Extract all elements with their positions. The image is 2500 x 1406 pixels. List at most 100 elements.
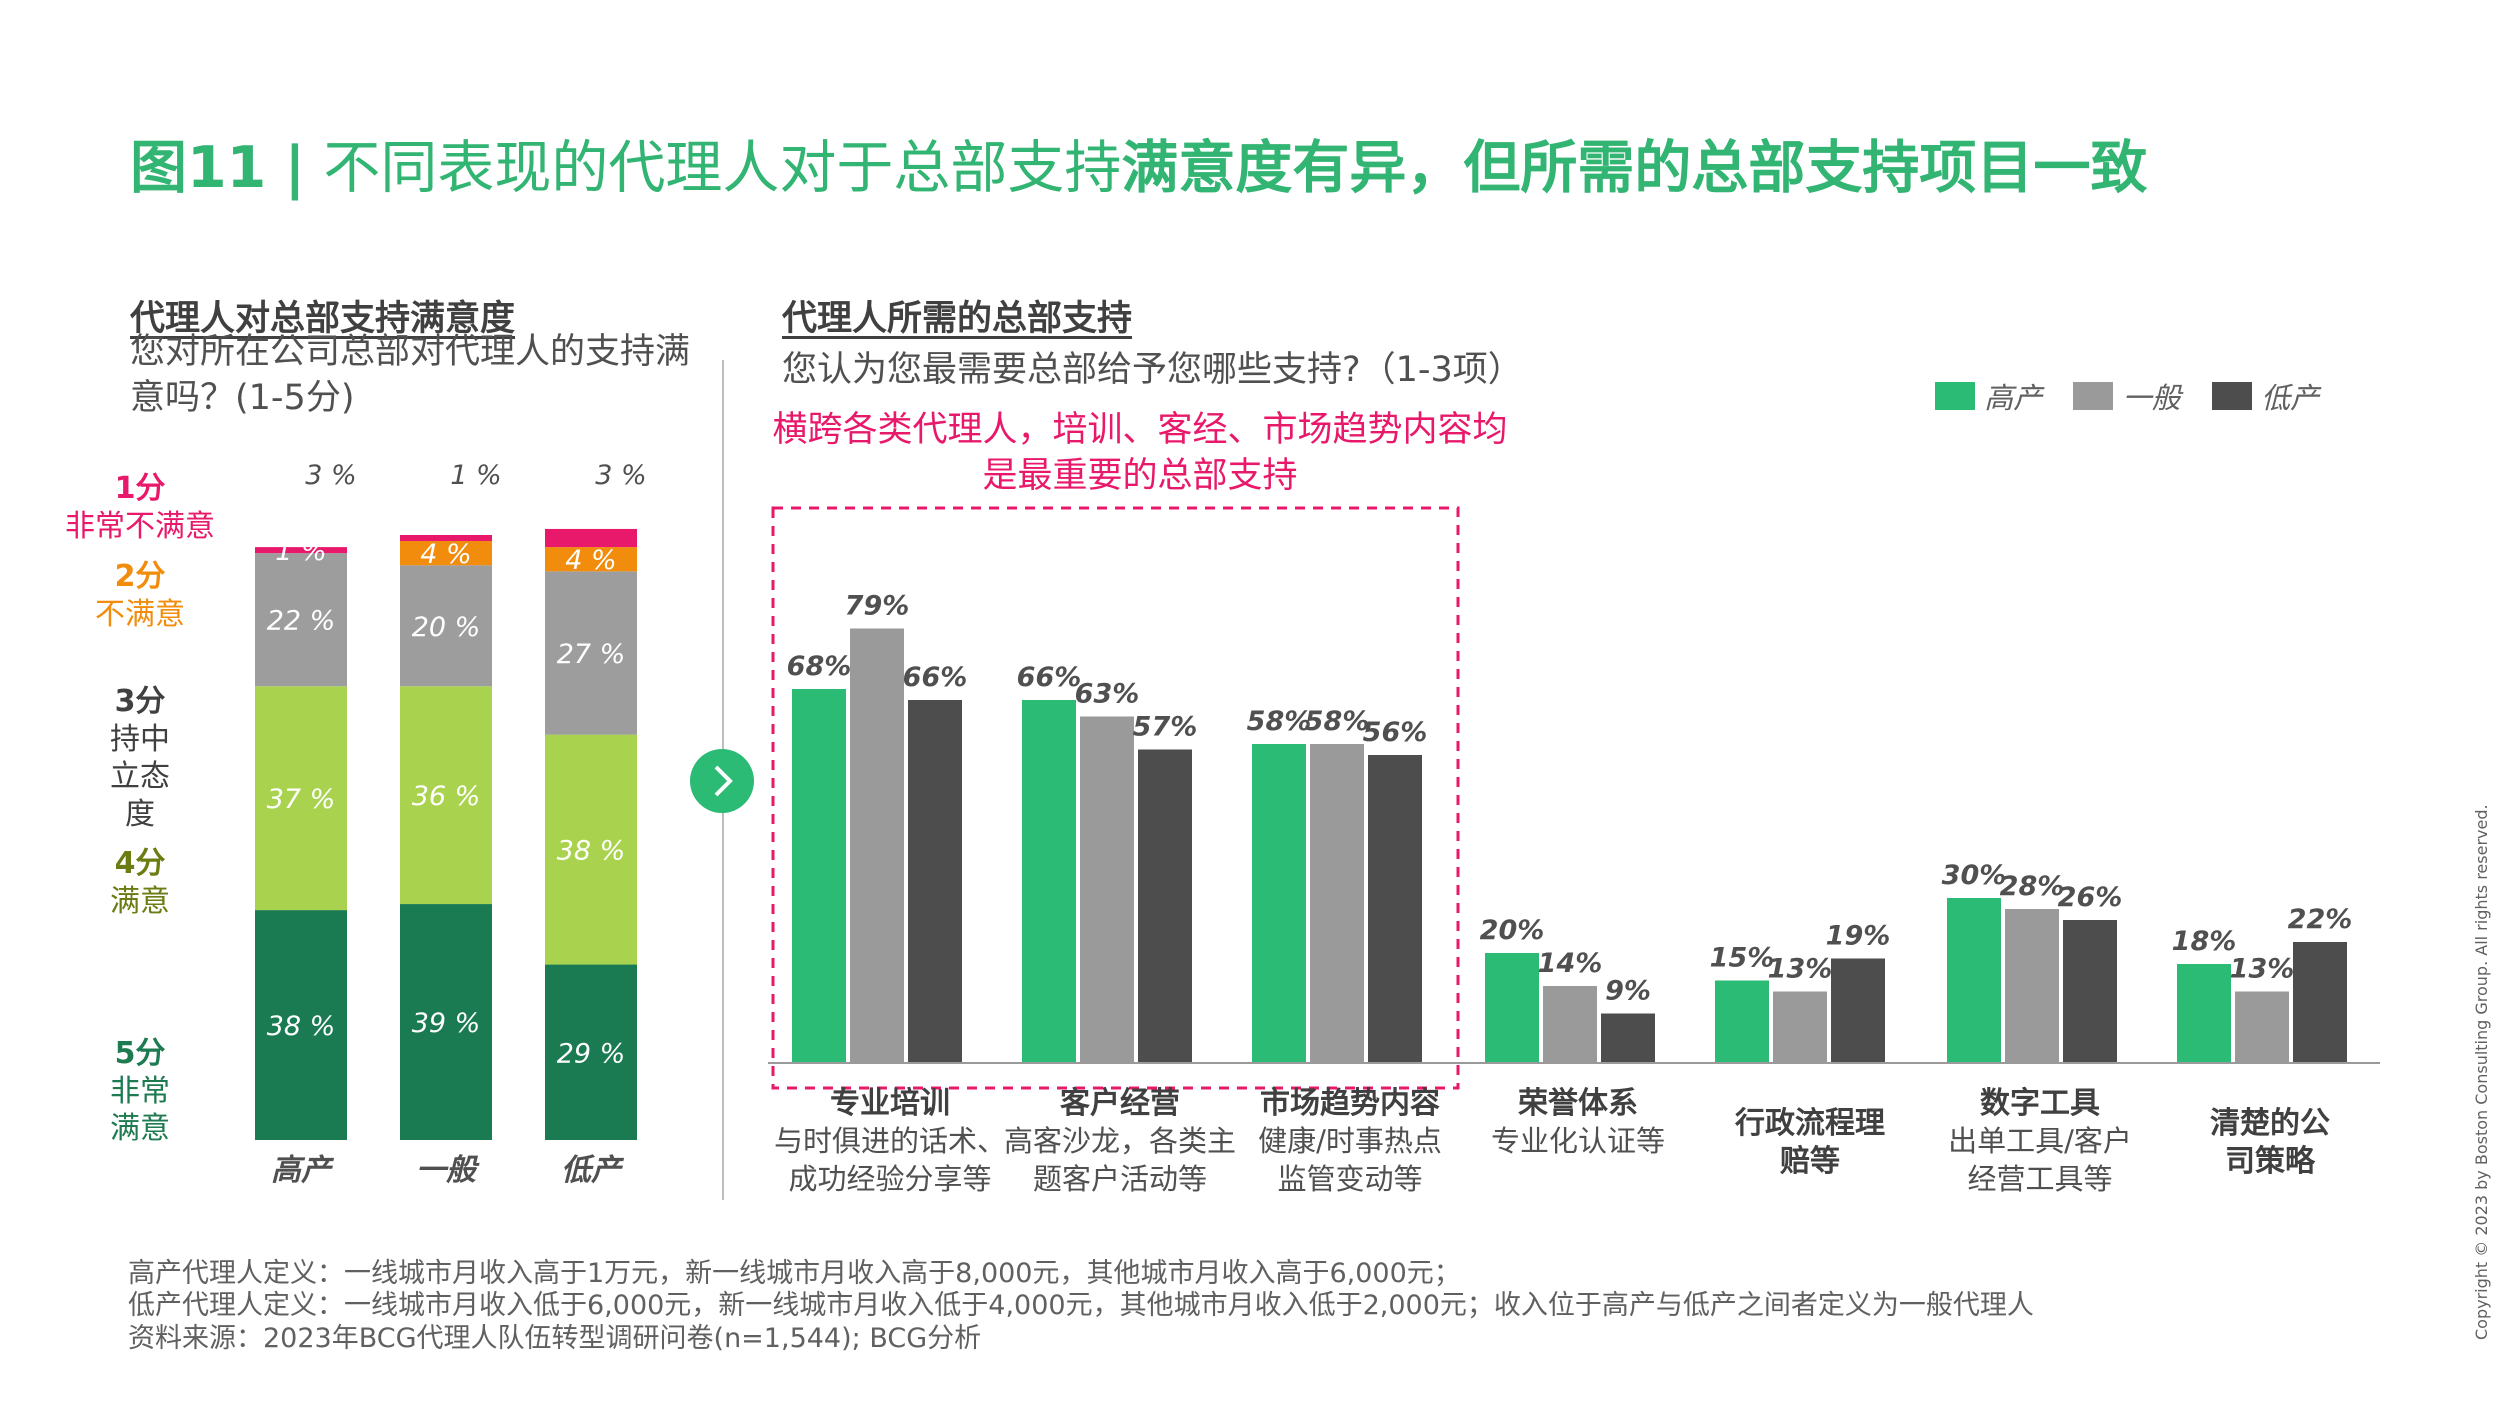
category-label: 市场趋势内容 健康/时事热点监管变动等 <box>1245 1085 1455 1198</box>
stack-value-label: 22 % <box>267 606 336 637</box>
stack-segment-4分-低产 <box>545 734 637 965</box>
bar-一般 <box>2235 991 2289 1063</box>
category-label: 荣誉体系 专业化认证等 <box>1478 1085 1678 1161</box>
level-4-label: 4分 满意 <box>60 845 220 920</box>
category-subtitle: 高客沙龙，各类主题客户活动等 <box>1003 1124 1236 1196</box>
title-separator: | <box>284 135 306 201</box>
footer-line-1: 高产代理人定义：一线城市月收入高于1万元，新一线城市月收入高于8,000元，其他… <box>128 1258 1461 1289</box>
level-1-desc: 非常不满意 <box>65 508 215 544</box>
stack-segment-3分-低产 <box>545 571 637 735</box>
legend-label-high: 高产 <box>1984 381 2043 415</box>
bar-低产 <box>1368 755 1422 1063</box>
stack-category-label: 低产 <box>561 1153 625 1188</box>
bar-value-label: 63% <box>1075 679 1140 710</box>
stack-value-label: 37 % <box>267 784 336 815</box>
bar-高产 <box>1485 953 1539 1063</box>
bar-低产 <box>1138 749 1192 1063</box>
category-title: 市场趋势内容 <box>1260 1086 1440 1121</box>
bar-低产 <box>1601 1013 1655 1063</box>
category-title: 数字工具 <box>1980 1086 2100 1121</box>
bar-value-label: 79% <box>845 591 910 622</box>
footer-source: 资料来源：2023年BCG代理人队伍转型调研问卷(n=1,544); BCG分析 <box>128 1322 982 1354</box>
level-5-desc: 非常满意 <box>110 1073 170 1147</box>
footer-line-2: 低产代理人定义：一线城市月收入低于6,000元，新一线城市月收入低于4,000元… <box>128 1290 2034 1322</box>
stack-value-label: 29 % <box>557 1038 626 1069</box>
stack-segment-2分-一般 <box>400 541 492 566</box>
stack-segment-2分-低产 <box>545 547 637 572</box>
copyright-text: Copyright © 2023 by Boston Consulting Gr… <box>2472 804 2491 1340</box>
stack-segment-3分-高产 <box>255 553 347 687</box>
bar-高产 <box>792 689 846 1063</box>
bar-一般 <box>1310 744 1364 1063</box>
category-title: 行政流程理赔等 <box>1735 1106 1885 1180</box>
bar-一般 <box>2005 909 2059 1063</box>
stack-segment-1分-高产 <box>255 547 347 554</box>
stack-segment-1分-低产 <box>545 528 637 548</box>
level-5-score: 5分 <box>114 1036 166 1071</box>
left-panel-heading: 代理人对总部支持满意度 <box>130 299 516 339</box>
bar-低产 <box>1831 958 1885 1063</box>
title-bold-text: 满意度有异，但所需的总部支持项目一致 <box>1121 135 2148 201</box>
category-title: 荣誉体系 <box>1518 1086 1638 1121</box>
category-title: 专业培训 <box>830 1086 950 1121</box>
bar-高产 <box>1252 744 1306 1063</box>
bar-低产 <box>2063 920 2117 1063</box>
bar-value-label: 66% <box>903 662 968 693</box>
right-panel-heading: 代理人所需的总部支持 <box>782 299 1133 339</box>
stack-segment-1分-一般 <box>400 535 492 542</box>
bar-value-label: 15% <box>1710 943 1775 974</box>
stack-top-label: 3 % <box>595 460 646 491</box>
bar-value-label: 18% <box>2172 926 2237 957</box>
bar-value-label: 58% <box>1305 706 1370 737</box>
category-title: 清楚的公司策略 <box>2210 1106 2330 1180</box>
stack-value-label: 4 % <box>420 539 471 570</box>
bar-value-label: 22% <box>2288 904 2353 935</box>
footer-notes: 高产代理人定义：一线城市月收入高于1万元，新一线城市月收入高于8,000元，其他… <box>128 1258 2034 1355</box>
legend-label-low: 低产 <box>2261 381 2320 415</box>
category-label: 数字工具 出单工具/客户经营工具等 <box>1935 1085 2145 1198</box>
bar-value-label: 56% <box>1363 717 1428 748</box>
next-arrow-icon <box>690 749 754 813</box>
chevron-right-icon <box>714 765 733 797</box>
bar-高产 <box>1947 898 2001 1063</box>
stack-segment-5分-高产 <box>255 910 347 1140</box>
bar-一般 <box>1773 991 1827 1063</box>
level-2-desc: 不满意 <box>95 596 185 632</box>
stack-segment-5分-低产 <box>545 964 637 1140</box>
figure-number: 图11 <box>130 135 267 201</box>
category-subtitle: 出单工具/客户经营工具等 <box>1948 1124 2132 1196</box>
bar-高产 <box>1715 980 1769 1063</box>
bar-value-label: 9% <box>1605 976 1651 1007</box>
highlight-note: 横跨各类代理人，培训、客经、市场趋势内容均是最重要的总部支持 <box>772 410 1508 496</box>
level-3-label: 3分 持中立态度 <box>105 683 175 833</box>
left-panel-question: 您对所在公司总部对代理人的支持满意吗？(1-5分) <box>130 332 691 418</box>
stack-value-label: 1 % <box>275 536 326 567</box>
level-2-score: 2分 <box>114 559 166 594</box>
stack-segment-4分-高产 <box>255 686 347 911</box>
stack-segment-4分-一般 <box>400 686 492 905</box>
level-2-label: 2分 不满意 <box>60 558 220 633</box>
bar-value-label: 20% <box>1480 915 1545 946</box>
highlight-box <box>771 506 1460 1090</box>
bar-value-label: 26% <box>2058 882 2123 913</box>
category-label: 清楚的公司策略 <box>2210 1105 2330 1182</box>
bar-value-label: 14% <box>1538 948 1603 979</box>
bar-低产 <box>908 700 962 1063</box>
level-4-desc: 满意 <box>110 883 170 919</box>
stack-category-label: 一般 <box>416 1153 480 1188</box>
category-label: 专业培训 与时俱进的话术、成功经验分享等 <box>765 1085 1015 1198</box>
bar-一般 <box>1543 986 1597 1063</box>
bar-低产 <box>2293 942 2347 1063</box>
legend-label-mid: 一般 <box>2122 381 2181 415</box>
stack-top-label: 3 % <box>305 460 356 491</box>
bar-value-label: 66% <box>1017 662 1082 693</box>
stack-value-label: 36 % <box>412 781 481 812</box>
stack-top-label: 1 % <box>450 460 501 491</box>
bar-高产 <box>1022 700 1076 1063</box>
bar-value-label: 13% <box>2230 954 2295 985</box>
stack-bars: 38 % 37 % 22 % 1 % 3 % 高产 39 % 36 % 20 % 4 % 1 % 一般… <box>255 460 647 1188</box>
level-4-score: 4分 <box>114 846 166 881</box>
legend-swatch-low <box>2211 382 2252 410</box>
stack-value-label: 20 % <box>412 612 481 643</box>
stack-segment-3分-一般 <box>400 565 492 687</box>
